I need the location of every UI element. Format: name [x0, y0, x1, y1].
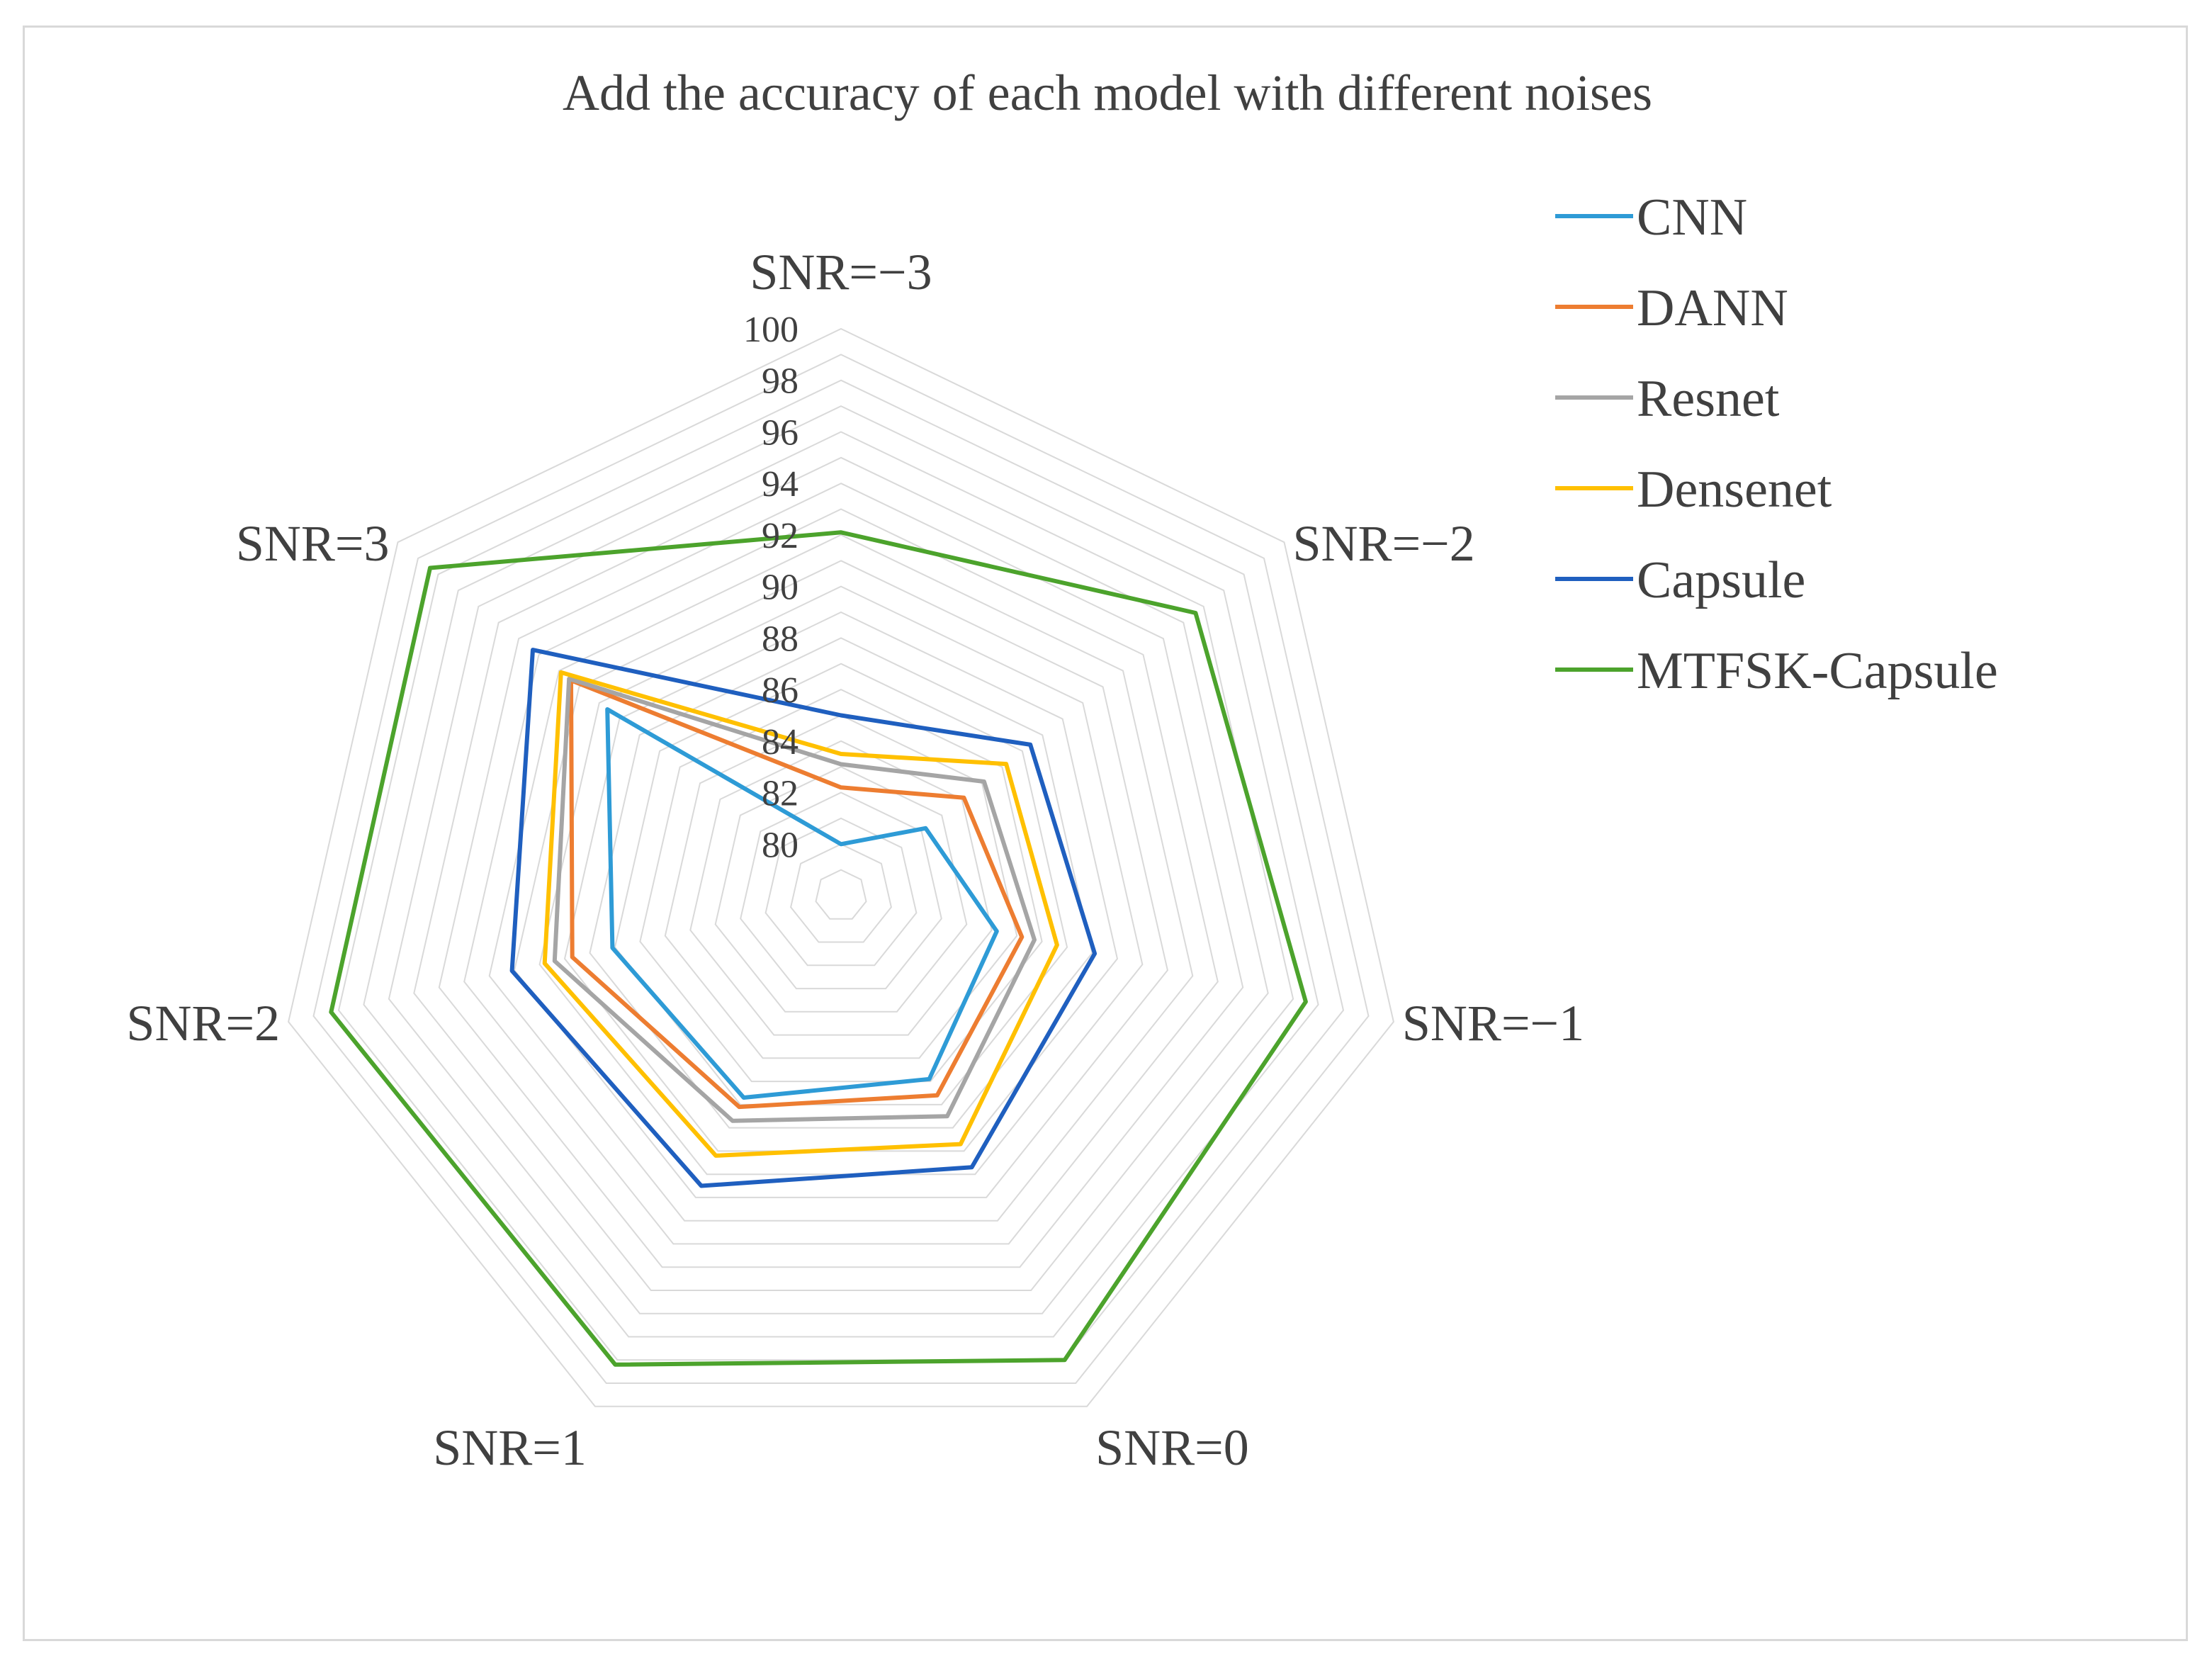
legend-item: DANN	[1555, 279, 1788, 337]
series-resnet	[552, 676, 1037, 1123]
legend: CNN DANN Resnet Densenet Capsule MTFSK-Capsul…	[1555, 188, 1998, 700]
grid-ring	[388, 431, 1294, 1314]
legend-item: Capsule	[1555, 551, 1805, 609]
tick-label: 92	[762, 516, 799, 556]
axis-label: SNR=1	[433, 1419, 587, 1476]
radial-tick-labels: 80 82 84 86 88 90 92 94 96 98 100	[743, 310, 799, 865]
axis-label: SNR=3	[236, 515, 390, 572]
axis-label: SNR=−3	[750, 244, 932, 300]
tick-label: 80	[762, 825, 799, 865]
legend-item: Densenet	[1555, 461, 1832, 519]
legend-label: MTFSK-Capsule	[1637, 642, 1998, 700]
axis-labels: SNR=−3 SNR=−2 SNR=−1 SNR=0 SNR=1 SNR=2 SNR=3	[126, 244, 1584, 1476]
grid-ring	[764, 817, 918, 967]
grid-ring	[689, 740, 993, 1036]
tick-label: 100	[743, 310, 799, 350]
tick-label: 86	[762, 670, 799, 711]
grid-ring	[563, 611, 1119, 1152]
legend-label: CNN	[1637, 188, 1747, 247]
tick-label: 88	[762, 619, 799, 659]
grid-ring	[337, 379, 1345, 1361]
grid-ring	[363, 405, 1319, 1338]
series-mtfsk-capsule	[329, 530, 1308, 1367]
axis-label: SNR=2	[126, 995, 280, 1052]
chart-title: Add the accuracy of each model with diff…	[563, 64, 1652, 121]
grid-ring	[790, 843, 892, 943]
tick-label: 98	[762, 361, 799, 402]
grid-ring	[288, 327, 1394, 1407]
axis-label: SNR=−2	[1293, 515, 1475, 572]
radar-series	[329, 530, 1308, 1367]
grid-ring	[413, 456, 1269, 1291]
grid-ring	[740, 792, 942, 990]
grid-ring	[639, 688, 1043, 1083]
tick-label: 94	[762, 464, 799, 505]
grid-ring	[438, 483, 1244, 1268]
legend-item: CNN	[1555, 188, 1747, 247]
grid-ring	[312, 354, 1370, 1384]
chart-frame: Add the accuracy of each model with diff…	[23, 26, 2188, 1641]
tick-label: 82	[762, 774, 799, 814]
grid-ring	[714, 766, 968, 1013]
legend-label: Densenet	[1637, 461, 1832, 519]
series-dann	[569, 678, 1025, 1110]
grid-ring	[488, 534, 1194, 1222]
radar-grid	[288, 327, 1394, 1407]
axis-label: SNR=0	[1095, 1419, 1249, 1476]
tick-label: 84	[762, 722, 799, 762]
grid-ring	[463, 508, 1219, 1245]
grid-ring	[589, 637, 1093, 1129]
legend-item: MTFSK-Capsule	[1555, 642, 1998, 700]
legend-label: DANN	[1637, 279, 1788, 337]
series-capsule	[509, 648, 1097, 1188]
radar-chart: Add the accuracy of each model with diff…	[126, 64, 1998, 1476]
series-densenet	[542, 670, 1059, 1158]
axis-label: SNR=−1	[1402, 995, 1584, 1052]
legend-label: Resnet	[1637, 370, 1780, 428]
grid-ring	[614, 663, 1068, 1105]
legend-label: Capsule	[1637, 551, 1805, 609]
grid-ring	[664, 714, 1018, 1059]
legend-item: Resnet	[1555, 370, 1780, 428]
tick-label: 90	[762, 568, 799, 608]
grid-ring	[815, 869, 867, 920]
series-cnn	[605, 707, 999, 1100]
tick-label: 96	[762, 413, 799, 454]
